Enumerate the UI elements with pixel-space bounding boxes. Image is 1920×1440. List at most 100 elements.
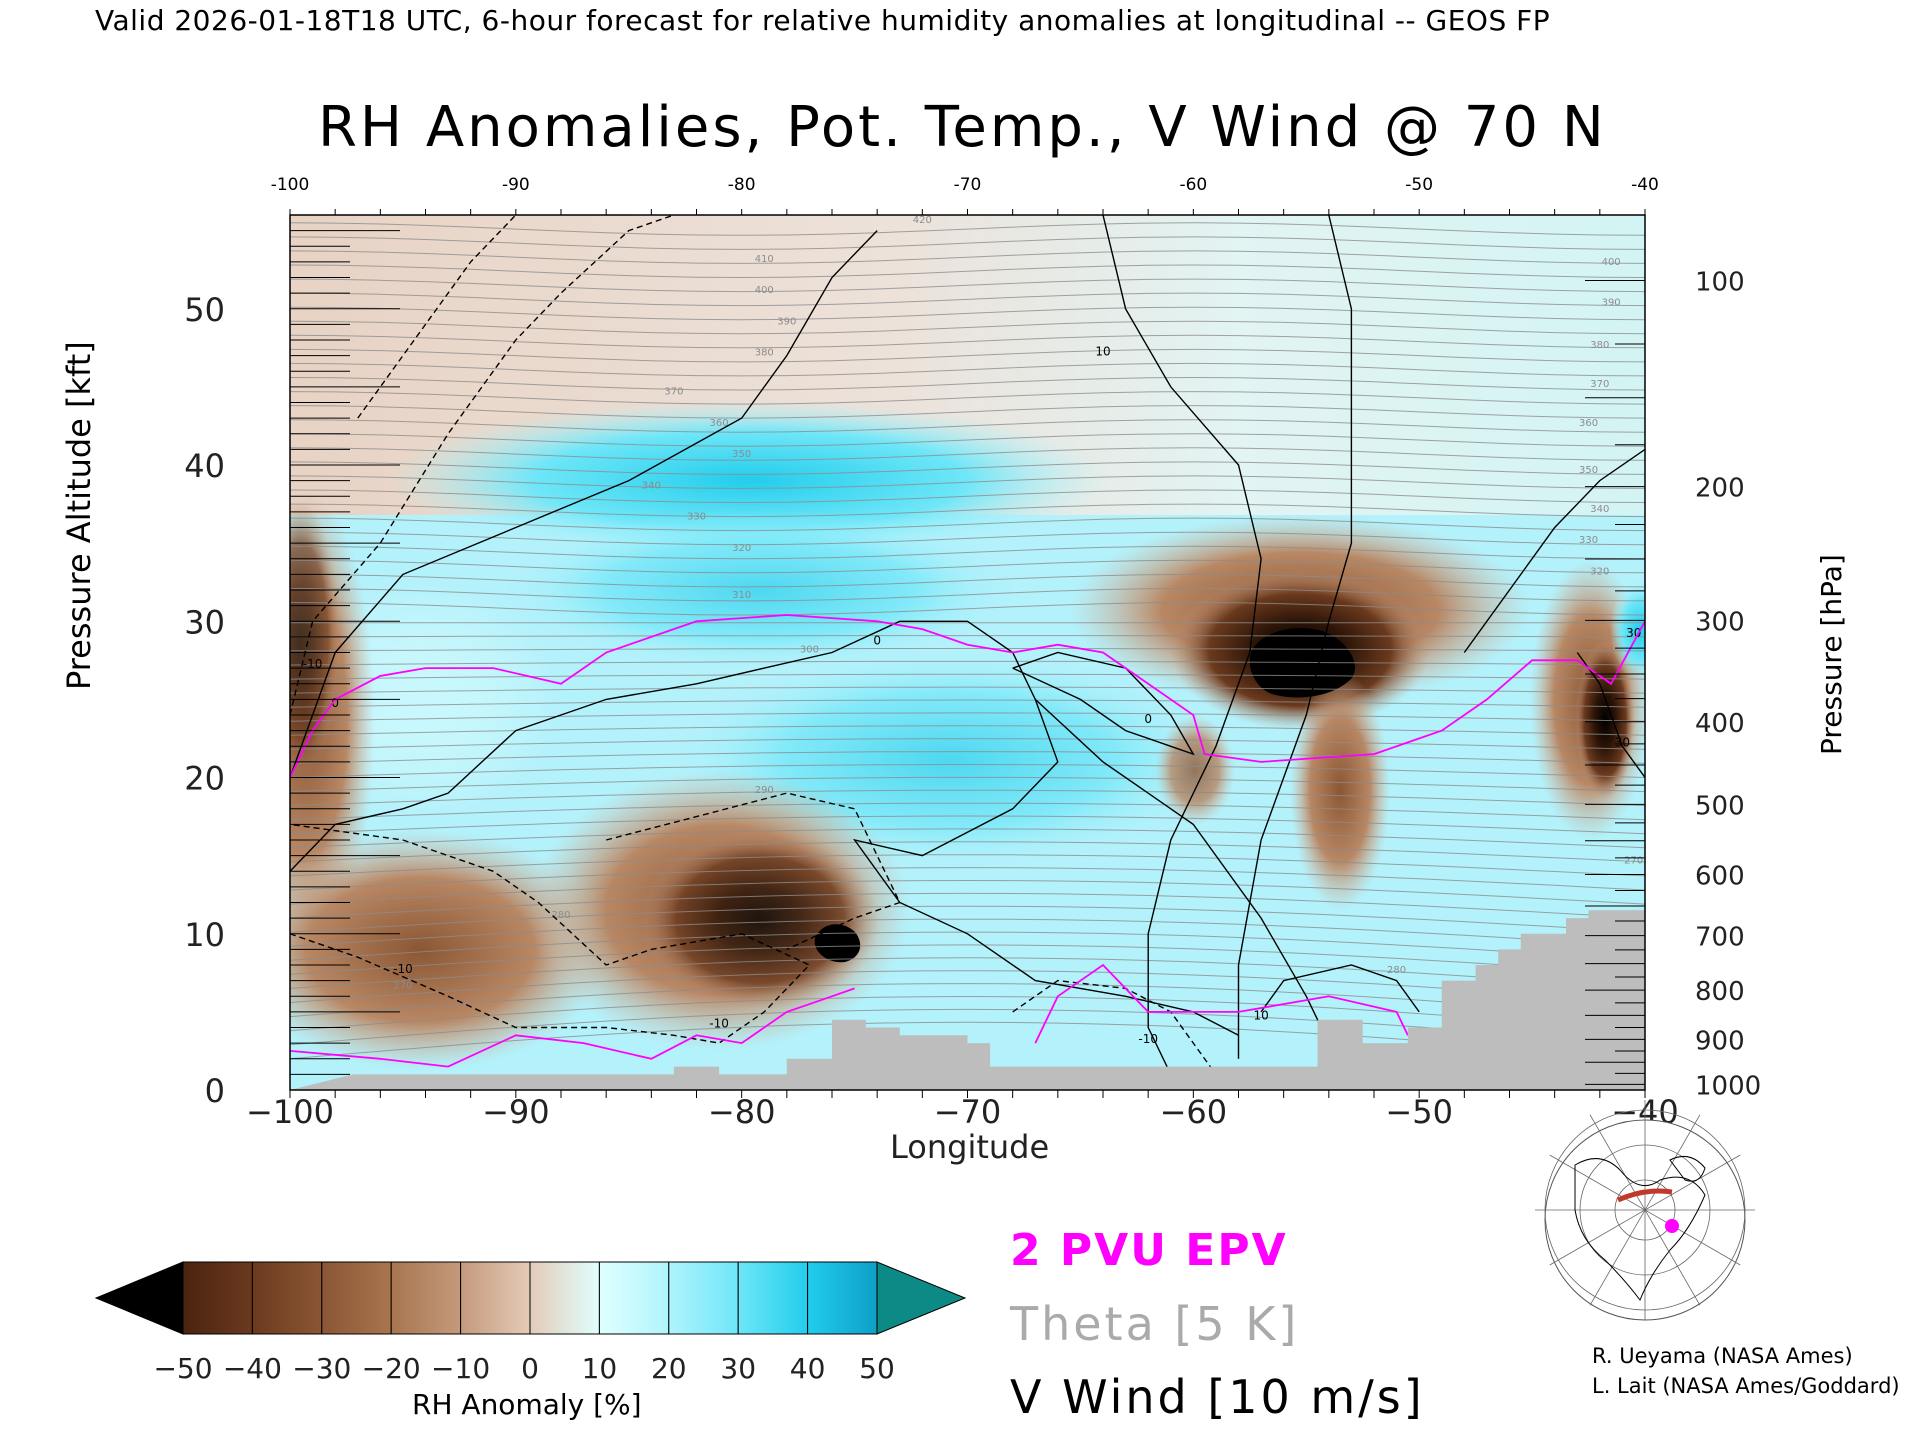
theta-contour	[290, 433, 1645, 447]
theta-contour	[290, 995, 1645, 1032]
colorbar-segment	[182, 1261, 253, 1335]
theta-label: 330	[1579, 535, 1598, 546]
theta-contour	[290, 419, 1645, 433]
theta-label: 360	[710, 418, 729, 429]
theta-label: 300	[800, 645, 819, 656]
theta-contour	[290, 776, 1645, 793]
theta-label: 330	[687, 512, 706, 523]
legend-epv: 2 PVU EPV	[1010, 1225, 1288, 1276]
theta-contour	[290, 601, 1645, 616]
theta-contour	[290, 573, 1645, 588]
theta-contour	[290, 983, 1645, 1018]
theta-contour	[290, 867, 1645, 891]
v-wind-negative-contour	[1012, 979, 1217, 1075]
x-tick-label: −50	[1385, 1093, 1453, 1131]
theta-label: 340	[1590, 504, 1609, 515]
theta-label: 310	[732, 590, 751, 601]
y-tick-label: 40	[184, 447, 225, 485]
theta-contour	[290, 250, 1645, 264]
x-top-tick-label: -50	[1405, 175, 1433, 195]
v-wind-positive-contour	[1034, 698, 1330, 1044]
theta-contour	[290, 362, 1645, 377]
theta-contour	[290, 751, 1645, 764]
theta-contour	[290, 503, 1645, 518]
terrain-polygon	[290, 910, 1645, 1090]
theta-contour	[290, 376, 1645, 391]
theta-label: 340	[642, 480, 661, 491]
theta-contour	[290, 648, 1645, 652]
theta-contour	[290, 905, 1645, 933]
theta-contour	[290, 405, 1645, 419]
theta-label: 420	[913, 215, 932, 226]
theta-contour	[290, 306, 1645, 321]
theta-label: 370	[1590, 379, 1609, 390]
pressure-tick-label: 500	[1695, 791, 1745, 821]
x-top-tick-label: -70	[954, 175, 982, 195]
colorbar-tick-label: −20	[362, 1352, 421, 1385]
theta-label: 280	[1387, 965, 1406, 976]
colorbar-tick-label: −50	[153, 1352, 212, 1385]
theta-contour	[290, 738, 1645, 750]
theta-label: 410	[755, 254, 774, 265]
theta-contour	[290, 236, 1645, 250]
pressure-tick-label: 400	[1695, 709, 1745, 739]
theta-contour	[290, 292, 1645, 307]
theta-label: 380	[1590, 340, 1609, 351]
locator-map	[1535, 1100, 1755, 1321]
theta-contour	[290, 348, 1645, 363]
theta-contour	[290, 944, 1645, 975]
meridian-line	[1549, 1154, 1741, 1266]
colorbar-segment	[668, 1261, 739, 1335]
location-dot	[1665, 1219, 1679, 1233]
y-tick-label: 10	[184, 916, 225, 954]
colorbar-tick-label: 10	[582, 1352, 618, 1385]
theta-contour	[290, 531, 1645, 546]
x-top-tick-label: -100	[271, 175, 310, 195]
theta-contour	[290, 334, 1645, 349]
theta-contour	[290, 892, 1645, 919]
v-wind-label: -10	[393, 962, 413, 976]
theta-contour	[290, 264, 1645, 279]
colorbar-under-arrow	[94, 1261, 184, 1335]
theta-contour	[290, 461, 1645, 475]
colorbar-tick-label: −30	[292, 1352, 351, 1385]
x-top-tick-label: -80	[728, 175, 756, 195]
pressure-tick-label: 700	[1695, 923, 1745, 953]
theta-contour	[290, 447, 1645, 461]
theta-label: 390	[777, 316, 796, 327]
theta-label: 320	[1590, 566, 1609, 577]
pressure-tick-label: 600	[1695, 861, 1745, 891]
theta-label: 400	[1602, 257, 1621, 268]
theta-contour	[290, 815, 1645, 835]
theta-contour	[290, 673, 1645, 680]
section-path-marker	[1616, 1188, 1673, 1203]
right-axis-label: Pressure [hPa]	[1815, 554, 1848, 755]
theta-label: 280	[551, 910, 570, 921]
colorbar-segment	[807, 1261, 878, 1335]
colorbar-tick-label: 20	[651, 1352, 687, 1385]
v-wind-negative-contour	[290, 215, 675, 716]
pressure-tick-label: 200	[1695, 474, 1745, 504]
colorbar: −50 −40 −30 −20 −10 0 10 20 30 40 50	[94, 1261, 967, 1385]
v-wind-positive-contour	[1102, 215, 1262, 1075]
theta-label: 380	[755, 348, 774, 359]
x-tick-label: −90	[482, 1093, 550, 1131]
theta-contour	[290, 879, 1645, 905]
theta-contour	[290, 222, 1645, 236]
y-tick-label: 0	[205, 1072, 225, 1110]
y-tick-label: 50	[184, 291, 225, 329]
colorbar-segment	[529, 1261, 600, 1335]
v-wind-label: 0	[873, 634, 881, 648]
theta-contour	[290, 712, 1645, 722]
theta-contour	[290, 841, 1645, 863]
theta-contour	[290, 635, 1645, 638]
theta-label: 350	[732, 449, 751, 460]
colorbar-segment	[390, 1261, 462, 1335]
epv-2pvu-contours	[290, 614, 1645, 1068]
x-top-tick-label: -60	[1179, 175, 1207, 195]
v-wind-positive-contour	[1012, 651, 1195, 756]
colorbar-tick-label: 40	[790, 1352, 826, 1385]
v-wind-positive-contour	[290, 620, 1036, 872]
colorbar-tick-label: −10	[431, 1352, 490, 1385]
